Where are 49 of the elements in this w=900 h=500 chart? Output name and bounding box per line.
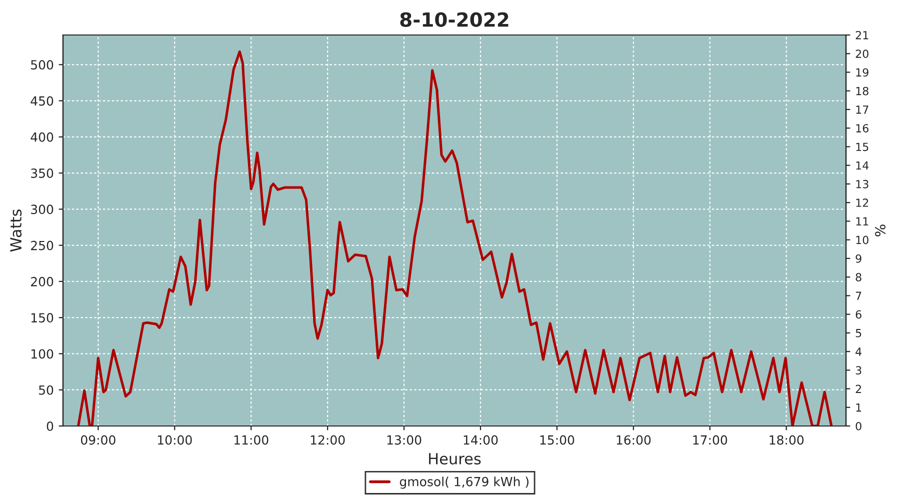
y2-tick-label: 13 — [856, 180, 868, 188]
y-tick-label: 200 — [31, 276, 54, 286]
y-tick-label: 450 — [30, 96, 54, 106]
y-tick-label: 250 — [31, 240, 54, 250]
x-tick-label: 15:00 — [540, 435, 574, 445]
legend-label: gmosol( 1,679 kWh ) — [400, 476, 528, 489]
y2-tick-label: 9 — [856, 254, 862, 263]
y2-tick-label: 5 — [856, 329, 862, 338]
y-tick-label: 400 — [30, 132, 54, 142]
y2-tick-label: 15 — [856, 142, 868, 152]
x-tick-label: 14:00 — [464, 435, 498, 445]
x-tick-label: 13:00 — [387, 435, 422, 445]
y2-tick-label: 16 — [856, 124, 868, 132]
x-tick-label: 11:00 — [234, 435, 268, 445]
y2-tick-label: 0 — [856, 422, 862, 430]
y2-tick-label: 18 — [856, 86, 868, 96]
y2-tick-label: 17 — [856, 106, 868, 114]
y-tick-label: 50 — [39, 385, 54, 395]
y2-tick-label: 20 — [856, 50, 868, 58]
y-tick-label: 100 — [31, 349, 54, 359]
x-tick-label: 10:00 — [158, 435, 192, 445]
y2-tick-label: 3 — [856, 366, 862, 375]
y2-tick-label: 7 — [856, 292, 862, 300]
y2-tick-label: 10 — [856, 236, 868, 244]
y-tick-label: 350 — [31, 168, 54, 178]
chart-title: 8-10-2022 — [400, 12, 508, 27]
y2-tick-label: 8 — [856, 273, 862, 282]
y2-tick-label: 1 — [856, 404, 862, 412]
y2-tick-label: 14 — [856, 161, 869, 170]
x-tick-label: 18:00 — [770, 435, 804, 445]
y2-tick-label: 4 — [856, 348, 862, 356]
y-tick-label: 150 — [31, 313, 54, 323]
y-tick-label: 0 — [46, 421, 54, 431]
x-tick-label: 09:00 — [80, 435, 116, 445]
y2-tick-label: 11 — [856, 217, 868, 226]
x-tick-label: 12:00 — [310, 435, 345, 445]
y2-tick-label: 6 — [856, 310, 862, 319]
x-tick-label: 16:00 — [616, 435, 651, 445]
y2-axis-title: % — [874, 224, 886, 236]
y2-tick-label: 2 — [856, 384, 861, 393]
x-axis-title: Heures — [429, 453, 481, 465]
y-axis-title: Watts — [10, 210, 22, 252]
y-tick-label: 500 — [31, 60, 54, 70]
line-series — [77, 50, 833, 426]
x-tick-label: 17:00 — [693, 435, 728, 445]
y2-tick-label: 21 — [856, 30, 868, 40]
y2-tick-label: 19 — [856, 68, 868, 77]
y2-tick-label: 12 — [856, 198, 868, 207]
y-tick-label: 300 — [31, 204, 54, 214]
